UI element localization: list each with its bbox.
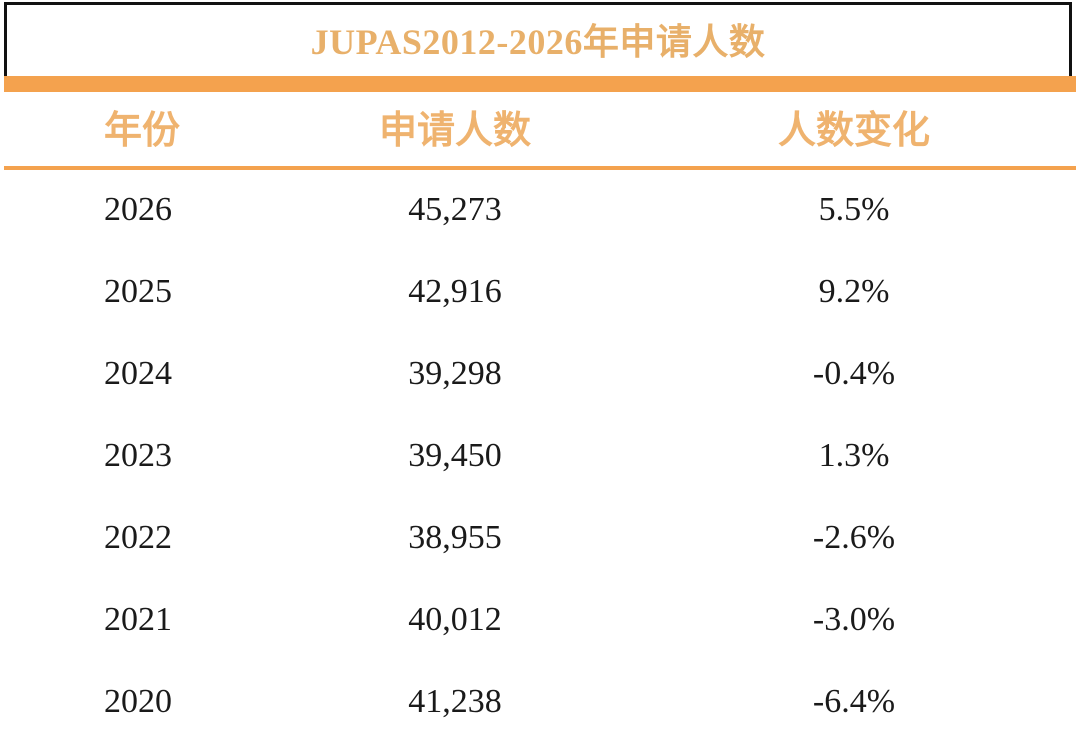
cell-year: 2020 bbox=[104, 683, 172, 720]
table-header-row: 年份 申请人数 人数变化 bbox=[0, 92, 1080, 168]
cell-count: 38,955 bbox=[408, 519, 502, 556]
cell-year: 2025 bbox=[104, 273, 172, 310]
cell-change: -0.4% bbox=[812, 355, 896, 392]
table-body: 2026 45,273 5.5% 2025 42,916 9.2% 2024 3… bbox=[0, 170, 1080, 744]
cell-count: 40,012 bbox=[408, 601, 502, 638]
cell-count: 45,273 bbox=[408, 191, 502, 228]
cell-change: -2.6% bbox=[812, 519, 896, 556]
table-row: 2025 42,916 9.2% bbox=[0, 252, 1080, 334]
cell-year: 2021 bbox=[104, 601, 172, 638]
title-accent-band bbox=[4, 76, 1076, 92]
cell-change: 5.5% bbox=[818, 191, 890, 228]
header-count: 申请人数 bbox=[378, 108, 531, 152]
table-title-box: JUPAS2012-2026年申请人数 bbox=[4, 2, 1072, 76]
cell-count: 39,298 bbox=[408, 355, 502, 392]
table-row: 2026 45,273 5.5% bbox=[0, 170, 1080, 252]
table-row: 2023 39,450 1.3% bbox=[0, 416, 1080, 498]
cell-year: 2026 bbox=[104, 191, 172, 228]
header-change: 人数变化 bbox=[777, 108, 930, 152]
table-row: 2022 38,955 -2.6% bbox=[0, 498, 1080, 580]
table-title: JUPAS2012-2026年申请人数 bbox=[310, 21, 766, 62]
table-row: 2020 41,238 -6.4% bbox=[0, 662, 1080, 744]
cell-count: 41,238 bbox=[408, 683, 502, 720]
cell-change: 1.3% bbox=[818, 437, 890, 474]
cell-year: 2022 bbox=[104, 519, 172, 556]
table-row: 2024 39,298 -0.4% bbox=[0, 334, 1080, 416]
cell-change: -3.0% bbox=[812, 601, 896, 638]
header-year: 年份 bbox=[104, 108, 181, 152]
cell-count: 39,450 bbox=[408, 437, 502, 474]
cell-year: 2023 bbox=[104, 437, 172, 474]
header-divider bbox=[4, 166, 1076, 170]
cell-change: 9.2% bbox=[818, 273, 890, 310]
table-row: 2021 40,012 -3.0% bbox=[0, 580, 1080, 662]
cell-count: 42,916 bbox=[408, 273, 502, 310]
cell-change: -6.4% bbox=[812, 683, 896, 720]
cell-year: 2024 bbox=[104, 355, 172, 392]
